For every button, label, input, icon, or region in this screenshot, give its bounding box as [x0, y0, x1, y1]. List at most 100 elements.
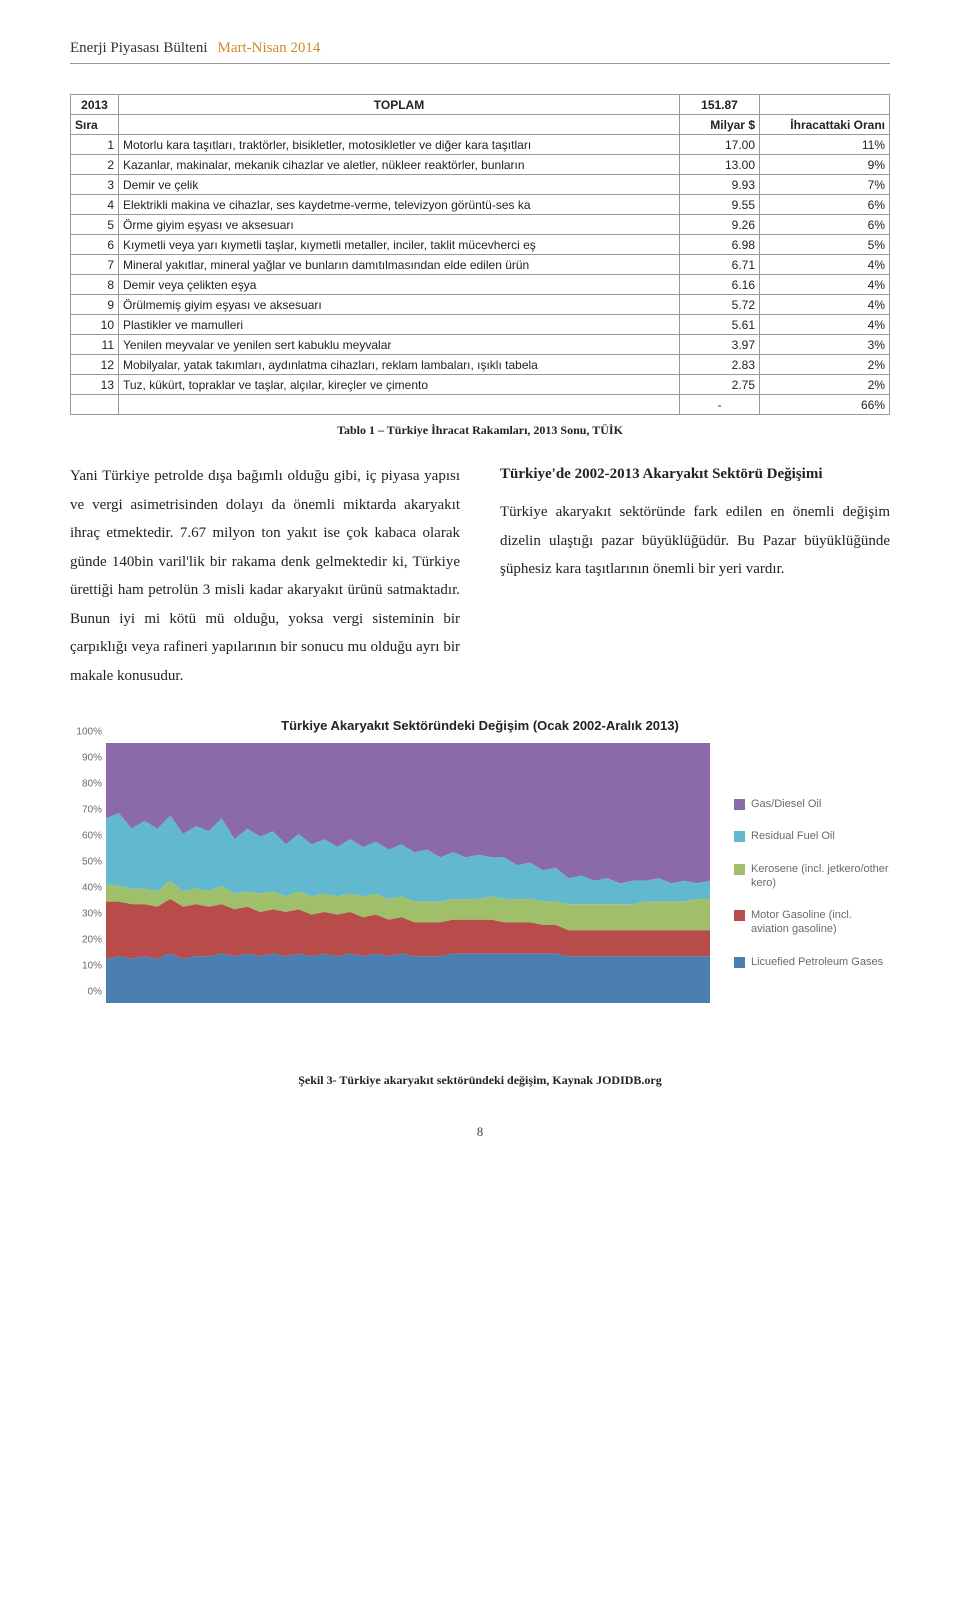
row-index: 12 [71, 355, 119, 375]
row-value: 3.97 [680, 335, 760, 355]
subhead-sira: Sıra [71, 115, 119, 135]
table-row: 4Elektrikli makina ve cihazlar, ses kayd… [71, 195, 890, 215]
subhead-val: Milyar $ [680, 115, 760, 135]
table-caption: Tablo 1 – Türkiye İhracat Rakamları, 201… [70, 423, 890, 438]
y-tick: 30% [82, 909, 102, 920]
legend-item: Motor Gasoline (incl. aviation gasoline) [734, 908, 890, 937]
series-licuefied-petroleum-gases [106, 954, 710, 1003]
table-row: 7Mineral yakıtlar, mineral yağlar ve bun… [71, 255, 890, 275]
row-index: 10 [71, 315, 119, 335]
row-value: 5.61 [680, 315, 760, 335]
table-subhead-row: Sıra Milyar $ İhracattaki Oranı [71, 115, 890, 135]
table-row: 12Mobilyalar, yatak takımları, aydınlatm… [71, 355, 890, 375]
row-value: 6.71 [680, 255, 760, 275]
row-index: 13 [71, 375, 119, 395]
year-cell: 2013 [71, 95, 119, 115]
x-axis: Jan2002Apr2002Jul2002Oct2002Jan2003Apr20… [106, 1007, 710, 1047]
row-desc: Örme giyim eşyası ve aksesuarı [119, 215, 680, 235]
legend-label: Residual Fuel Oil [751, 829, 835, 843]
plot [106, 743, 710, 1003]
footer-val: - [680, 395, 760, 415]
head-empty [760, 95, 890, 115]
row-pct: 2% [760, 375, 890, 395]
row-index: 3 [71, 175, 119, 195]
table-row: 11Yenilen meyvalar ve yenilen sert kabuk… [71, 335, 890, 355]
row-pct: 4% [760, 275, 890, 295]
table-row: 5Örme giyim eşyası ve aksesuarı9.266% [71, 215, 890, 235]
y-tick: 10% [82, 961, 102, 972]
table-row: 9Örülmemiş giyim eşyası ve aksesuarı5.72… [71, 295, 890, 315]
section-title: Türkiye'de 2002-2013 Akaryakıt Sektörü D… [500, 462, 890, 486]
chart-svg [106, 743, 710, 1003]
row-pct: 9% [760, 155, 890, 175]
row-pct: 5% [760, 235, 890, 255]
y-axis: 0%10%20%30%40%50%60%70%80%90%100% [70, 743, 106, 1003]
row-value: 6.98 [680, 235, 760, 255]
table-head-row: 2013 TOPLAM 151.87 [71, 95, 890, 115]
body-columns: Yani Türkiye petrolde dışa bağımlı olduğ… [70, 462, 890, 690]
head-total: 151.87 [680, 95, 760, 115]
y-tick: 40% [82, 883, 102, 894]
legend-swatch [734, 864, 745, 875]
row-desc: Örülmemiş giyim eşyası ve aksesuarı [119, 295, 680, 315]
row-value: 9.26 [680, 215, 760, 235]
chart-plot-area: 0%10%20%30%40%50%60%70%80%90%100% Jan200… [70, 743, 710, 1023]
row-desc: Yenilen meyvalar ve yenilen sert kabuklu… [119, 335, 680, 355]
subhead-empty [119, 115, 680, 135]
row-value: 9.93 [680, 175, 760, 195]
table-row: 3Demir ve çelik9.937% [71, 175, 890, 195]
legend-item: Licuefied Petroleum Gases [734, 955, 890, 969]
row-desc: Mobilyalar, yatak takımları, aydınlatma … [119, 355, 680, 375]
table-footer-row: - 66% [71, 395, 890, 415]
row-value: 2.75 [680, 375, 760, 395]
chart-title: Türkiye Akaryakıt Sektöründeki Değişim (… [70, 718, 890, 733]
legend-swatch [734, 957, 745, 968]
chart-container: Türkiye Akaryakıt Sektöründeki Değişim (… [70, 718, 890, 1088]
right-column: Türkiye'de 2002-2013 Akaryakıt Sektörü D… [500, 462, 890, 690]
row-index: 5 [71, 215, 119, 235]
row-value: 2.83 [680, 355, 760, 375]
left-column: Yani Türkiye petrolde dışa bağımlı olduğ… [70, 462, 460, 690]
row-index: 6 [71, 235, 119, 255]
row-pct: 6% [760, 215, 890, 235]
row-pct: 4% [760, 315, 890, 335]
header-divider [70, 63, 890, 64]
y-tick: 0% [88, 987, 102, 998]
footer-pct: 66% [760, 395, 890, 415]
row-index: 2 [71, 155, 119, 175]
y-tick: 50% [82, 857, 102, 868]
legend-swatch [734, 831, 745, 842]
row-pct: 11% [760, 135, 890, 155]
y-tick: 100% [76, 727, 102, 738]
row-pct: 4% [760, 255, 890, 275]
row-value: 17.00 [680, 135, 760, 155]
table-row: 1Motorlu kara taşıtları, traktörler, bis… [71, 135, 890, 155]
row-desc: Motorlu kara taşıtları, traktörler, bisi… [119, 135, 680, 155]
page-number: 8 [70, 1124, 890, 1140]
figure-caption: Şekil 3- Türkiye akaryakıt sektöründeki … [70, 1073, 890, 1088]
legend-item: Residual Fuel Oil [734, 829, 890, 843]
row-desc: Elektrikli makina ve cihazlar, ses kayde… [119, 195, 680, 215]
row-value: 5.72 [680, 295, 760, 315]
row-desc: Tuz, kükürt, topraklar ve taşlar, alçıla… [119, 375, 680, 395]
page-header: Enerji Piyasası Bülteni Mart-Nisan 2014 [70, 40, 890, 57]
legend-label: Gas/Diesel Oil [751, 797, 821, 811]
row-index: 9 [71, 295, 119, 315]
table-row: 8Demir veya çelikten eşya6.164% [71, 275, 890, 295]
legend-label: Licuefied Petroleum Gases [751, 955, 883, 969]
y-tick: 70% [82, 805, 102, 816]
table-row: 2Kazanlar, makinalar, mekanik cihazlar v… [71, 155, 890, 175]
row-pct: 2% [760, 355, 890, 375]
left-paragraph: Yani Türkiye petrolde dışa bağımlı olduğ… [70, 462, 460, 690]
row-pct: 3% [760, 335, 890, 355]
y-tick: 90% [82, 753, 102, 764]
legend-label: Motor Gasoline (incl. aviation gasoline) [751, 908, 890, 937]
row-desc: Kıymetli veya yarı kıymetli taşlar, kıym… [119, 235, 680, 255]
row-pct: 6% [760, 195, 890, 215]
table-row: 6Kıymetli veya yarı kıymetli taşlar, kıy… [71, 235, 890, 255]
row-index: 1 [71, 135, 119, 155]
row-index: 4 [71, 195, 119, 215]
table-row: 13Tuz, kükürt, topraklar ve taşlar, alçı… [71, 375, 890, 395]
row-value: 13.00 [680, 155, 760, 175]
legend-item: Gas/Diesel Oil [734, 797, 890, 811]
